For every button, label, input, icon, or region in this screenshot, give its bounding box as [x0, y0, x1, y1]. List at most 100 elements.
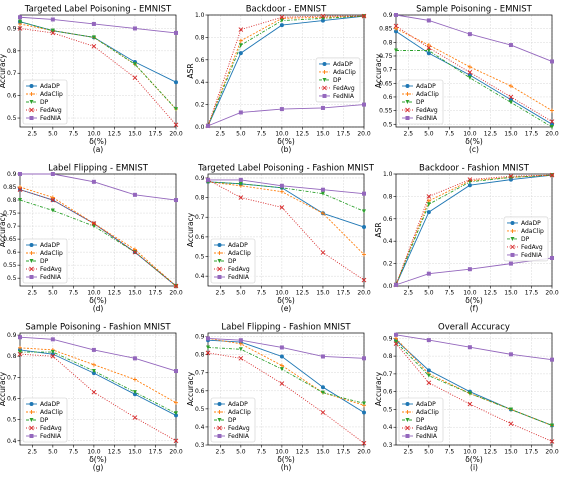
- plot-frame: [207, 14, 365, 128]
- legend-label: FedAvg: [40, 425, 62, 432]
- y-tick-label: 0.7: [383, 67, 393, 74]
- plot-frame: [395, 14, 553, 128]
- plot-frame: [207, 173, 365, 287]
- y-tick-label: 0.9: [7, 171, 17, 178]
- data-point: [174, 413, 178, 418]
- legend-marker: [405, 84, 410, 88]
- data-point: [50, 172, 55, 176]
- data-point: [362, 209, 366, 214]
- legend-marker: [405, 107, 410, 113]
- data-point: [467, 75, 472, 80]
- data-point: [550, 59, 554, 64]
- legend-box: [503, 216, 549, 262]
- x-tick-label: 15.0: [128, 290, 142, 297]
- data-point: [426, 198, 431, 203]
- y-tick-label: 0.75: [3, 210, 17, 217]
- data-point: [174, 369, 178, 374]
- data-point: [91, 362, 96, 367]
- x-tick-label: 20.0: [169, 290, 183, 297]
- x-tick-label: 7.5: [445, 131, 455, 138]
- data-point: [426, 338, 431, 343]
- legend-marker: [405, 418, 410, 422]
- data-point: [238, 195, 244, 200]
- subplot-4: 2.5 5.0 7.5 10.0 12.5 15.0 17.5 20.0 0.5 0.55 0.6 0…: [0, 164, 183, 314]
- legend-marker: [29, 107, 34, 113]
- legend-label: DP: [416, 99, 425, 106]
- series-FedAvg: [205, 350, 367, 446]
- y-tick-label: 0.6: [195, 388, 205, 395]
- data-point: [279, 367, 284, 372]
- legend-box: [22, 238, 68, 284]
- data-point: [18, 172, 22, 176]
- y-tick-label: 0.2: [383, 261, 393, 268]
- legend-marker: [322, 69, 327, 74]
- data-point: [17, 351, 23, 357]
- legend-box: [210, 238, 256, 284]
- data-point: [206, 123, 210, 128]
- legend-label: AdaDP: [40, 83, 60, 90]
- series-DP: [206, 345, 366, 406]
- y-tick-label: 0.85: [3, 184, 17, 191]
- data-point: [18, 185, 22, 190]
- legend-label: AdaClip: [228, 250, 251, 257]
- y-tick-label: 0.8: [195, 352, 205, 359]
- x-tick-label: 7.5: [257, 449, 267, 456]
- legend-marker: [322, 61, 327, 66]
- x-tick-label: 10.0: [87, 290, 101, 297]
- legend-marker: [29, 243, 34, 247]
- legend-label: FedNIA: [40, 115, 62, 122]
- data-point: [362, 410, 366, 415]
- legend-label: FedAvg: [40, 266, 62, 273]
- x-tick-label: 2.5: [28, 290, 38, 297]
- x-tick-label: 15.0: [316, 449, 330, 456]
- series-AdaClip: [394, 26, 554, 113]
- series-DP: [394, 48, 554, 129]
- y-axis-label: Accuracy: [186, 371, 195, 406]
- series-FedNIA: [394, 256, 554, 287]
- subplot-label: (d): [93, 304, 104, 313]
- data-point: [206, 345, 210, 350]
- x-tick-label: 15.0: [128, 449, 142, 456]
- data-point: [238, 51, 243, 56]
- legend-label: AdaDP: [521, 220, 541, 227]
- y-tick-label: 0.9: [7, 25, 17, 32]
- data-point: [361, 277, 367, 283]
- legend-marker: [217, 434, 222, 438]
- legend-box: [315, 57, 361, 103]
- data-point: [132, 415, 138, 420]
- x-tick-label: 12.5: [296, 449, 310, 456]
- data-point: [549, 439, 555, 444]
- y-axis-label: Accuracy: [186, 212, 195, 247]
- legend-marker: [217, 275, 222, 279]
- legend-marker: [29, 266, 34, 272]
- legend-marker: [405, 402, 410, 406]
- data-point: [508, 100, 513, 105]
- data-point: [173, 283, 179, 289]
- data-point: [50, 350, 55, 355]
- legend-marker: [405, 100, 410, 104]
- x-tick-label: 10.0: [463, 290, 477, 297]
- legend-marker: [217, 259, 222, 263]
- data-point: [393, 23, 399, 29]
- x-tick-label: 12.5: [484, 131, 498, 138]
- y-tick-label: 0.8: [7, 197, 17, 204]
- x-tick-label: 2.5: [404, 131, 414, 138]
- data-point: [361, 440, 367, 446]
- subplot-label: (g): [93, 463, 104, 472]
- data-point: [320, 390, 325, 395]
- x-tick-label: 2.5: [404, 449, 414, 456]
- y-axis-label: Accuracy: [374, 371, 383, 406]
- x-tick-label: 7.5: [445, 290, 455, 297]
- legend-marker: [29, 92, 34, 96]
- data-point: [91, 221, 97, 226]
- data-point: [18, 198, 22, 203]
- subplot-title: Backdoor - EMNIST: [246, 5, 327, 15]
- data-point: [362, 102, 366, 107]
- y-tick-label: 0.7: [195, 370, 205, 377]
- data-point: [18, 350, 22, 355]
- data-point: [508, 177, 513, 182]
- data-point: [91, 35, 96, 40]
- legend-marker: [510, 244, 515, 250]
